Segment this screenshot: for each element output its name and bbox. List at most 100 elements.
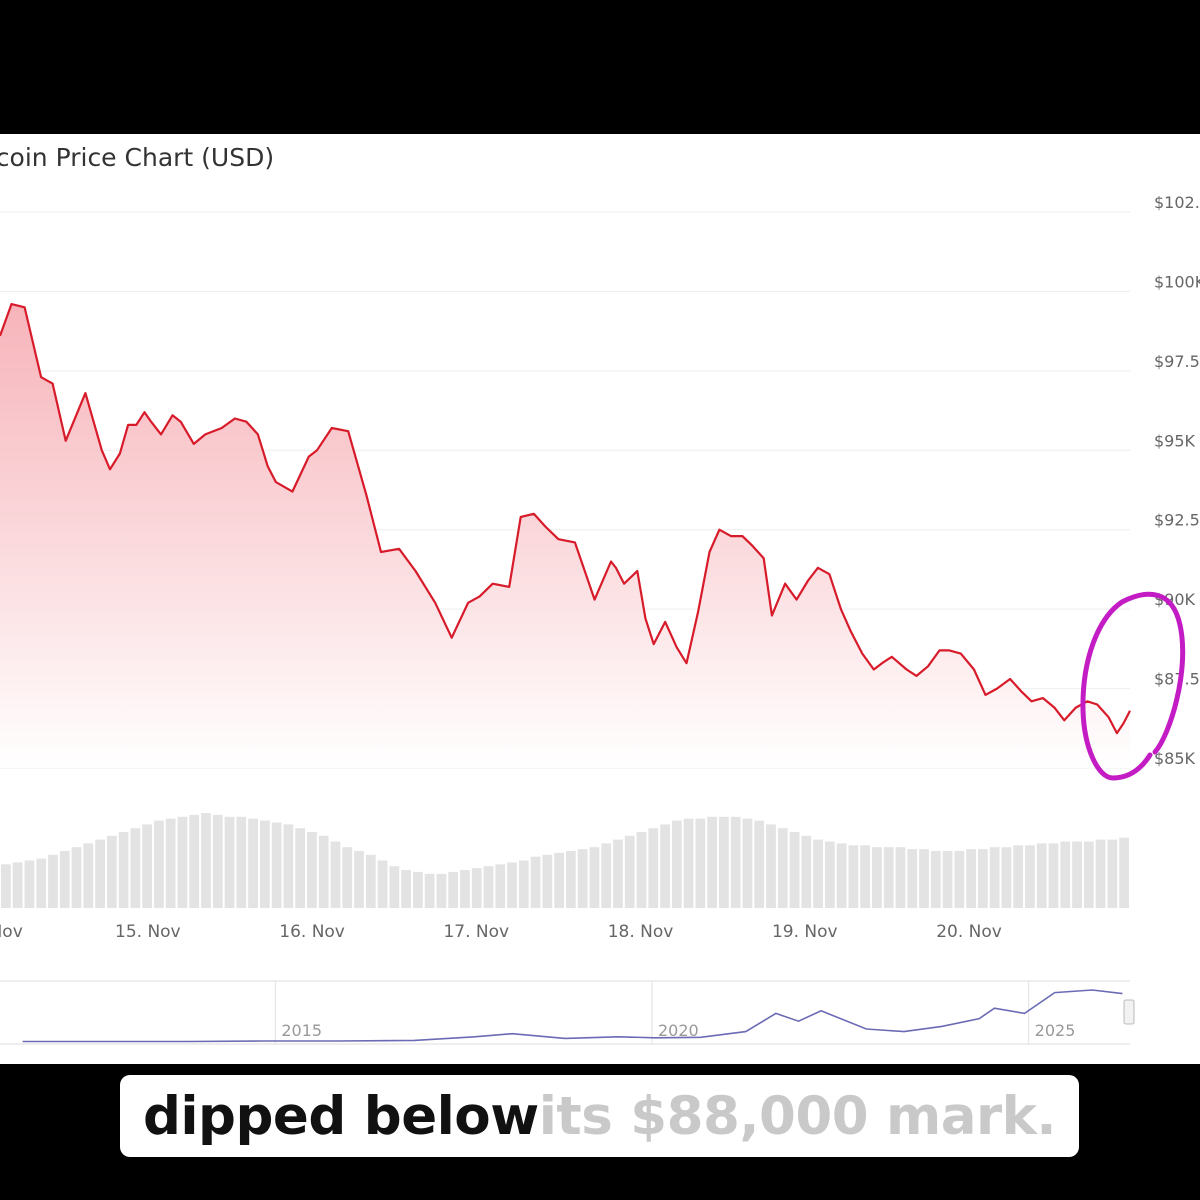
price-point — [1064, 720, 1066, 722]
caption-spoken-text: dipped below — [142, 1085, 539, 1147]
volume-bar — [424, 873, 435, 908]
price-point — [709, 551, 711, 553]
price-point — [742, 535, 744, 537]
volume-bar — [589, 847, 600, 908]
volume-bar — [707, 816, 718, 908]
volume-bar — [106, 835, 117, 908]
navigator-tick-label: 2015 — [281, 1021, 322, 1040]
volume-bar — [177, 816, 188, 908]
volume-bar — [389, 866, 400, 908]
volume-bar — [1060, 841, 1071, 908]
volume-bar — [1036, 843, 1047, 908]
price-point — [840, 608, 842, 610]
price-point — [676, 646, 678, 648]
price-point — [347, 430, 349, 432]
price-point — [85, 392, 87, 394]
price-point — [751, 545, 753, 547]
y-tick-label: $90K — [1154, 590, 1196, 609]
volume-bar — [271, 822, 282, 908]
annotation-circle — [1080, 591, 1186, 781]
navigator: 2015 2020 2025 — [0, 980, 1135, 1045]
volume-bar — [895, 847, 906, 908]
price-point — [193, 443, 195, 445]
volume-bar — [248, 818, 258, 908]
price-point — [52, 383, 54, 385]
price-point — [257, 434, 259, 436]
price-point — [24, 307, 26, 309]
price-area — [0, 304, 1130, 768]
price-point — [1031, 700, 1033, 702]
price-point — [653, 643, 655, 645]
volume-bar — [577, 849, 588, 908]
price-point — [275, 481, 277, 483]
volume-bar — [989, 847, 1000, 908]
volume-bar — [130, 828, 141, 908]
volume-bar — [236, 816, 247, 908]
volume-bar — [201, 813, 211, 908]
volume-bar — [507, 862, 517, 908]
volume-bar — [436, 873, 447, 908]
volume-bar — [683, 818, 694, 908]
price-point — [1054, 707, 1056, 709]
x-tick-label: 15. Nov — [115, 922, 181, 942]
y-tick-label: $100K — [1154, 272, 1200, 291]
price-point — [434, 602, 436, 604]
volume-bar — [71, 847, 82, 908]
price-point — [533, 513, 535, 515]
price-point — [479, 596, 481, 598]
price-point — [267, 465, 269, 467]
price-point — [730, 535, 732, 537]
volume-bar — [977, 849, 988, 908]
volume-bar — [966, 849, 976, 908]
volume-bar — [872, 847, 882, 908]
price-point — [180, 421, 182, 423]
volume-bar — [801, 835, 812, 908]
price-point — [796, 599, 798, 601]
volume-bar — [671, 820, 682, 908]
volume-bar — [695, 818, 706, 908]
volume-bar — [1048, 843, 1059, 908]
price-point — [891, 656, 893, 658]
price-point — [927, 666, 929, 668]
navigator-handle[interactable] — [1123, 999, 1135, 1025]
volume-bar — [59, 851, 70, 908]
price-point — [492, 583, 494, 585]
price-point — [610, 561, 612, 563]
x-axis: Nov 15. Nov 16. Nov 17. Nov 18. Nov 19. Nov 20… — [0, 922, 1002, 942]
price-point — [398, 548, 400, 550]
price-line — [0, 303, 1131, 735]
volume-bar — [554, 852, 564, 908]
volume-bar — [259, 820, 270, 908]
volume-bar — [354, 851, 364, 908]
volume-bar — [495, 864, 506, 908]
chart-title: tcoin Price Chart (USD) — [0, 143, 275, 172]
volume-bar — [1119, 837, 1129, 908]
volume-bar — [566, 851, 576, 908]
price-point — [119, 453, 121, 455]
price-point — [365, 494, 367, 496]
price-point — [1096, 704, 1098, 706]
price-point — [949, 650, 951, 652]
price-point — [996, 688, 998, 690]
volume-bar — [1013, 845, 1024, 908]
volume-bar — [954, 851, 965, 908]
volume-bar — [530, 856, 541, 908]
volume-bar — [165, 818, 176, 908]
y-tick-label: $85K — [1154, 749, 1196, 768]
price-point — [939, 650, 941, 652]
x-tick-label: 16. Nov — [279, 922, 345, 942]
price-point — [380, 551, 382, 553]
volume-bar — [283, 824, 294, 908]
price-point — [101, 449, 103, 451]
volume-bar — [83, 843, 94, 908]
volume-bar — [1072, 841, 1082, 908]
volume-bar — [930, 851, 941, 908]
price-point — [160, 434, 162, 436]
volume-bar — [460, 870, 470, 908]
volume-bar — [789, 832, 800, 908]
volume-bar — [719, 816, 729, 908]
price-point — [1009, 678, 1011, 680]
price-point — [906, 669, 908, 671]
volume-bar — [154, 820, 164, 908]
